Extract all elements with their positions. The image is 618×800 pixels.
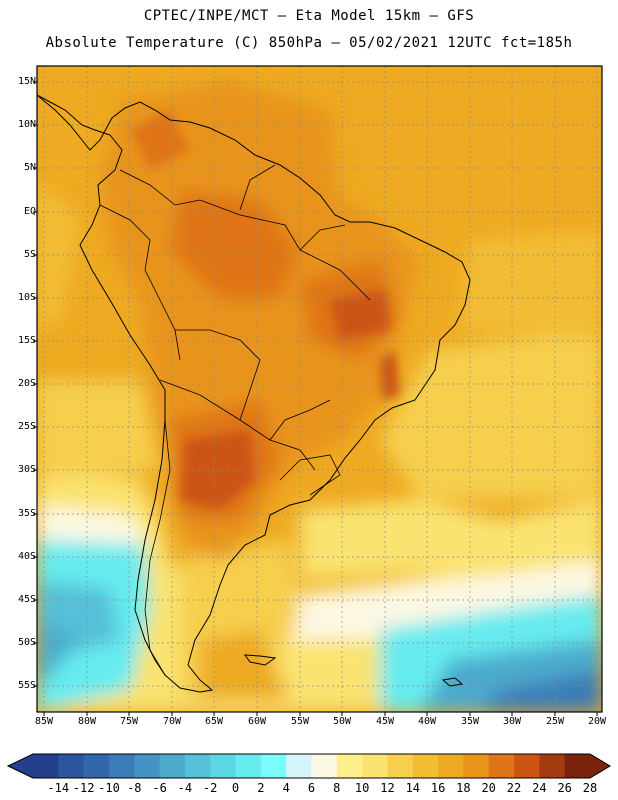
- lon-label: 55W: [290, 716, 310, 727]
- colorbar-swatch: [387, 754, 414, 778]
- colorbar-swatch: [412, 754, 439, 778]
- colorbar-arrow-high: [590, 754, 610, 778]
- colorbar-swatch: [539, 754, 566, 778]
- colorbar-swatch: [235, 754, 262, 778]
- lat-label: 5S: [23, 249, 36, 260]
- lat-label: 45S: [17, 594, 36, 605]
- colorbar-label: -2: [202, 781, 218, 795]
- colorbar-swatch: [438, 754, 464, 778]
- lat-label: 15S: [17, 335, 36, 346]
- colorbar-label: 10: [354, 781, 370, 795]
- colorbar-label: 18: [456, 781, 471, 795]
- lat-label: 10N: [17, 119, 36, 130]
- coastlines: [37, 94, 471, 693]
- colorbar-swatch: [184, 754, 211, 778]
- graticule: [37, 66, 602, 712]
- colorbar-label: 20: [481, 781, 496, 795]
- colorbar-label: -10: [98, 781, 120, 795]
- lat-label: 20S: [17, 378, 36, 389]
- title-line-1: CPTEC/INPE/MCT – Eta Model 15km – GFS: [143, 8, 475, 24]
- temperature-field: [37, 66, 602, 712]
- lat-label: 30S: [17, 464, 36, 475]
- colorbar-arrow-low: [8, 754, 33, 778]
- colorbar-label: 0: [231, 781, 240, 795]
- lon-label: 35W: [460, 716, 480, 727]
- colorbar-frame: [6, 753, 611, 779]
- map-frame: [36, 65, 603, 713]
- colorbar-swatch: [564, 754, 591, 778]
- colorbar-swatch: [362, 754, 388, 778]
- colorbar-swatch: [134, 754, 161, 778]
- lat-label: 40S: [17, 551, 36, 562]
- colorbar-label: -14: [47, 781, 70, 795]
- colorbar-label: 2: [257, 781, 265, 795]
- colorbar-label: 16: [430, 781, 446, 795]
- axis-ticks: [33, 81, 598, 716]
- lon-label: 85W: [34, 716, 54, 727]
- colorbar-swatch: [33, 754, 59, 778]
- colorbar-swatch: [210, 754, 237, 778]
- lon-label: 80W: [77, 716, 97, 727]
- colorbar-label: 28: [582, 781, 598, 795]
- colorbar-label: -6: [152, 781, 167, 795]
- colorbar-swatch: [108, 754, 135, 778]
- colorbar-label: -8: [127, 781, 142, 795]
- colorbar-swatch: [488, 754, 515, 778]
- colorbar-swatch: [336, 754, 363, 778]
- lat-label: 35S: [17, 508, 36, 519]
- colorbar-swatch: [514, 754, 540, 778]
- colorbar-label: 24: [532, 781, 547, 795]
- country-borders: [99, 164, 371, 676]
- lat-label: 10S: [17, 292, 36, 303]
- colorbar-label: -4: [177, 781, 193, 795]
- colorbar-swatch: [311, 754, 338, 778]
- lon-label: 30W: [502, 716, 522, 727]
- colorbar: [6, 753, 611, 779]
- lat-label: 55S: [17, 680, 36, 691]
- lon-label: 50W: [332, 716, 352, 727]
- colorbar-label: 6: [307, 781, 316, 795]
- lon-label: 75W: [119, 716, 139, 727]
- colorbar-label: 14: [405, 781, 421, 795]
- colorbar-label: 22: [506, 781, 522, 795]
- lat-label: EQ: [23, 206, 36, 217]
- lat-label: 5N: [23, 162, 36, 173]
- colorbar-swatch: [260, 754, 287, 778]
- lon-label: 65W: [204, 716, 224, 727]
- colorbar-swatch: [463, 754, 490, 778]
- lon-label: 25W: [545, 716, 565, 727]
- lat-label: 25S: [17, 421, 36, 432]
- lon-label: 60W: [247, 716, 267, 727]
- lat-label: 15N: [17, 76, 36, 87]
- colorbar-label: 26: [557, 781, 572, 795]
- lon-label: 70W: [162, 716, 182, 727]
- title-line-2: Absolute Temperature (C) 850hPa – 05/02/…: [45, 35, 573, 51]
- colorbar-label: 12: [380, 781, 395, 795]
- lon-label: 40W: [417, 716, 437, 727]
- colorbar-swatch: [58, 754, 85, 778]
- colorbar-label: 4: [282, 781, 290, 795]
- colorbar-swatch: [159, 754, 186, 778]
- colorbar-swatch: [286, 754, 312, 778]
- colorbar-swatch: [83, 754, 110, 778]
- lon-label: 20W: [587, 716, 607, 727]
- colorbar-label: -12: [72, 781, 95, 795]
- lon-label: 45W: [375, 716, 395, 727]
- colorbar-label: 8: [333, 781, 341, 795]
- lat-label: 50S: [17, 637, 36, 648]
